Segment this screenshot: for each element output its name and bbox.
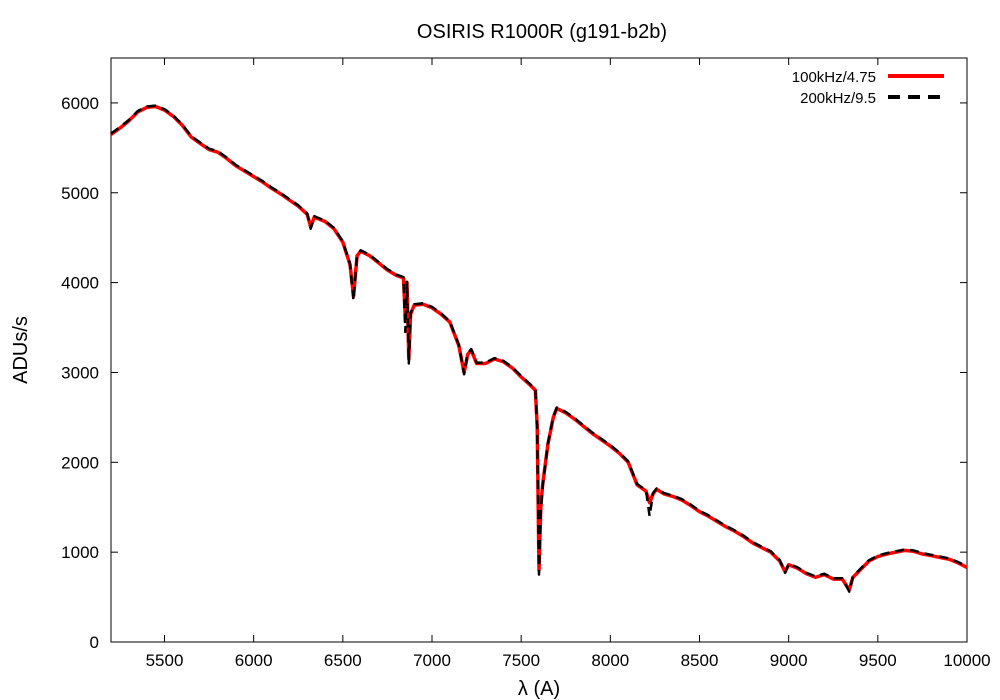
x-tick-label: 9000	[770, 651, 808, 670]
y-tick-label: 2000	[61, 453, 99, 472]
y-tick-label: 5000	[61, 184, 99, 203]
series-layer	[109, 104, 968, 593]
y-tick-label: 6000	[61, 94, 99, 113]
plot-frame	[110, 57, 968, 643]
y-tick-label: 3000	[61, 363, 99, 382]
x-tick-label: 5500	[146, 651, 184, 670]
y-axis-label: ADUs/s	[10, 316, 32, 384]
x-tick-label: 7500	[502, 651, 540, 670]
series-line-2	[110, 104, 968, 593]
legend-label-series-2: 200kHz/9.5	[800, 90, 876, 107]
x-tick-label: 7000	[413, 651, 451, 670]
legend-label-series-1: 100kHz/4.75	[792, 69, 876, 86]
x-tick-label: 6500	[324, 651, 362, 670]
x-tick-label: 6000	[235, 651, 273, 670]
x-tick-label: 9500	[859, 651, 897, 670]
legend: 100kHz/4.75 200kHz/9.5	[792, 69, 944, 107]
chart-title: OSIRIS R1000R (g191-b2b)	[417, 21, 667, 43]
x-tick-label: 8000	[591, 651, 629, 670]
x-axis: 5500 6000 6500 7000 7500 8000 8500 9000 9500 1000…	[146, 58, 991, 670]
x-axis-label: λ (A)	[518, 678, 560, 700]
y-tick-label: 4000	[61, 274, 99, 293]
y-axis: 0 1000 2000 3000 4000 5000 6000	[61, 94, 967, 652]
y-tick-label: 0	[90, 633, 99, 652]
x-tick-label: 8500	[681, 651, 719, 670]
y-tick-label: 1000	[61, 543, 99, 562]
x-tick-label: 10000	[943, 651, 990, 670]
